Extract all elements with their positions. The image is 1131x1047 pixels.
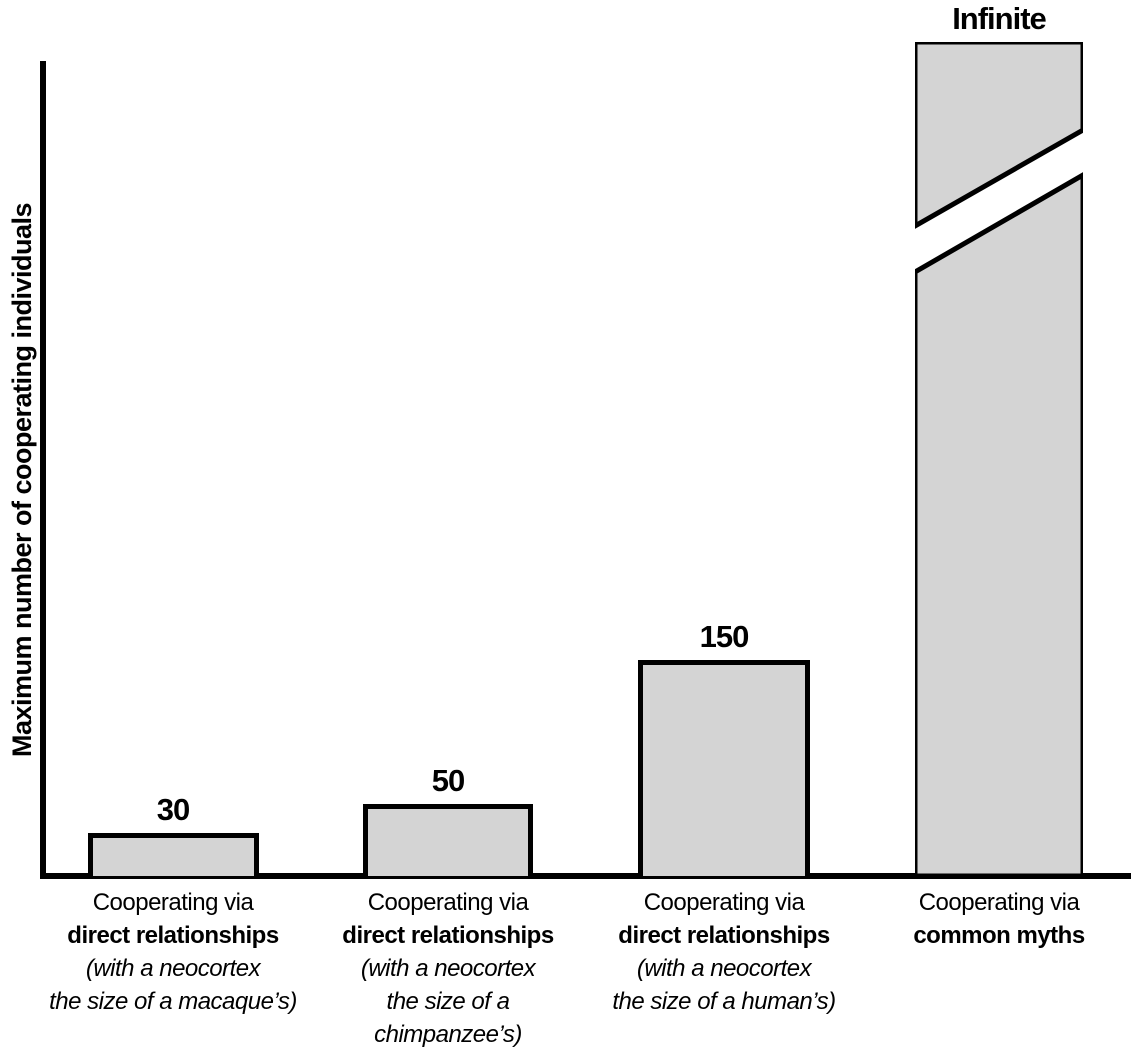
category-label-line: Cooperating via (367, 889, 529, 916)
category-label-line: chimpanzee’s) (374, 1021, 522, 1047)
category-label-line: Cooperating via (92, 889, 254, 916)
category-label-line: (with a neocortex (360, 955, 536, 982)
bar-value-label: Infinite (952, 1, 1047, 36)
category-label-line: the size of a human’s) (612, 988, 836, 1015)
category-label-line: Cooperating via (918, 889, 1080, 916)
category-label-line: the size of a (386, 988, 510, 1015)
category-label-line: Cooperating via (643, 889, 805, 916)
category-label-line: the size of a macaque’s) (49, 988, 297, 1015)
bar-category-label: Cooperating via direct relationships (with… (278, 886, 618, 1047)
bar (363, 804, 533, 876)
bar (638, 660, 810, 876)
bar-value-label: 30 (156, 792, 190, 827)
category-label-line: (with a neocortex (636, 955, 812, 982)
y-axis-title: Maximum number of cooperating individual… (7, 202, 37, 758)
bar-category-label: Cooperating via direct relationships (with… (3, 886, 343, 1018)
broken-bar-bottom-segment (915, 172, 1083, 876)
category-label-line: direct relationships (67, 922, 279, 949)
bar-broken-infinite (915, 42, 1083, 876)
category-label-line: (with a neocortex (85, 955, 261, 982)
bar-value-label: 150 (699, 619, 750, 654)
bar-category-label: Cooperating via direct relationships (with… (554, 886, 894, 1018)
bar-category-label: Cooperating via common myths (829, 886, 1131, 952)
y-axis-line (40, 61, 46, 879)
category-label-line: direct relationships (618, 922, 830, 949)
x-axis-line (40, 873, 1131, 879)
category-label-line: common myths (913, 922, 1085, 949)
category-label-line: direct relationships (342, 922, 554, 949)
broken-bar-top-segment (915, 42, 1083, 229)
bar-value-label: 50 (431, 763, 465, 798)
bar (88, 833, 259, 876)
